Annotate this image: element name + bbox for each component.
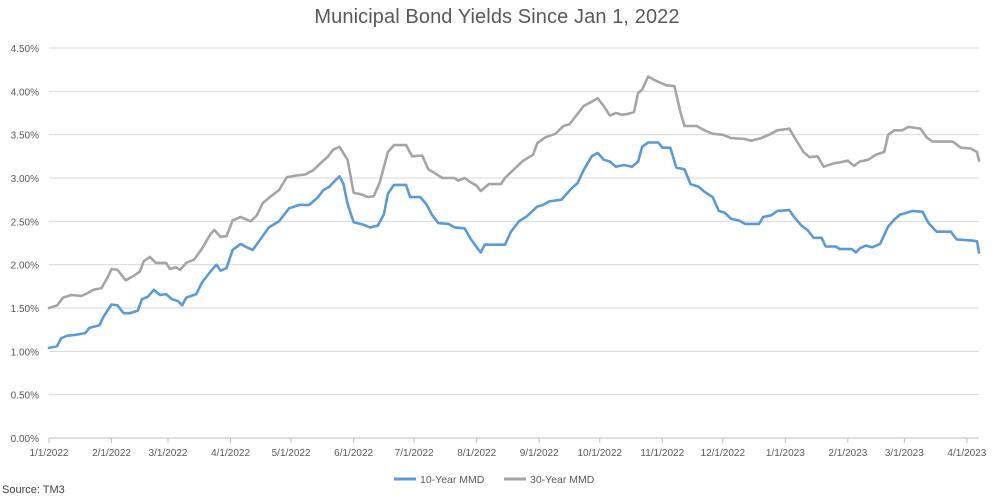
x-tick-label: 5/1/2022 (272, 448, 311, 459)
x-tick-label: 2/1/2023 (828, 448, 867, 459)
y-tick-label: 0.50% (11, 391, 39, 402)
x-tick-label: 2/1/2022 (92, 448, 131, 459)
x-tick-label: 8/1/2022 (457, 448, 496, 459)
y-tick-label: 4.50% (11, 44, 39, 55)
x-tick-label: 6/1/2022 (334, 448, 373, 459)
x-tick-label: 10/1/2022 (577, 448, 622, 459)
chart-title: Municipal Bond Yields Since Jan 1, 2022 (314, 6, 680, 28)
x-tick-label: 9/1/2022 (520, 448, 559, 459)
y-tick-label: 1.50% (11, 304, 39, 315)
source-note: Source: TM3 (2, 484, 65, 496)
x-tick-label: 3/1/2022 (149, 448, 188, 459)
y-tick-label: 1.00% (11, 347, 39, 358)
x-tick-label: 1/1/2023 (766, 448, 805, 459)
y-tick-label: 0.00% (11, 434, 39, 445)
series-lines (47, 75, 981, 350)
x-tick-label: 3/1/2023 (885, 448, 924, 459)
x-tick-label: 7/1/2022 (395, 448, 434, 459)
series-line-30-year-mmd (47, 75, 981, 310)
x-tick-label: 1/1/2022 (30, 448, 69, 459)
y-tick-label: 4.00% (11, 87, 39, 98)
y-tick-label: 3.00% (11, 174, 39, 185)
y-tick-label: 2.50% (11, 217, 39, 228)
y-tick-label: 2.00% (11, 261, 39, 272)
axes: 0.00% 0.50% 1.00% 1.50% 2.00% 2.50% 3.00% 3.50%… (11, 44, 987, 459)
series-line-10-year-mmd (47, 141, 981, 350)
y-tick-label: 3.50% (11, 131, 39, 142)
legend-label: 10-Year MMD (420, 474, 485, 486)
x-tick-label: 11/1/2022 (640, 448, 684, 459)
legend: 10-Year MMD 30-Year MMD (394, 474, 595, 486)
x-tick-label: 4/1/2023 (947, 448, 986, 459)
x-tick-label: 4/1/2022 (211, 448, 250, 459)
x-tick-label: 12/1/2022 (701, 448, 746, 459)
legend-label: 30-Year MMD (530, 474, 595, 486)
gridlines (49, 47, 979, 396)
